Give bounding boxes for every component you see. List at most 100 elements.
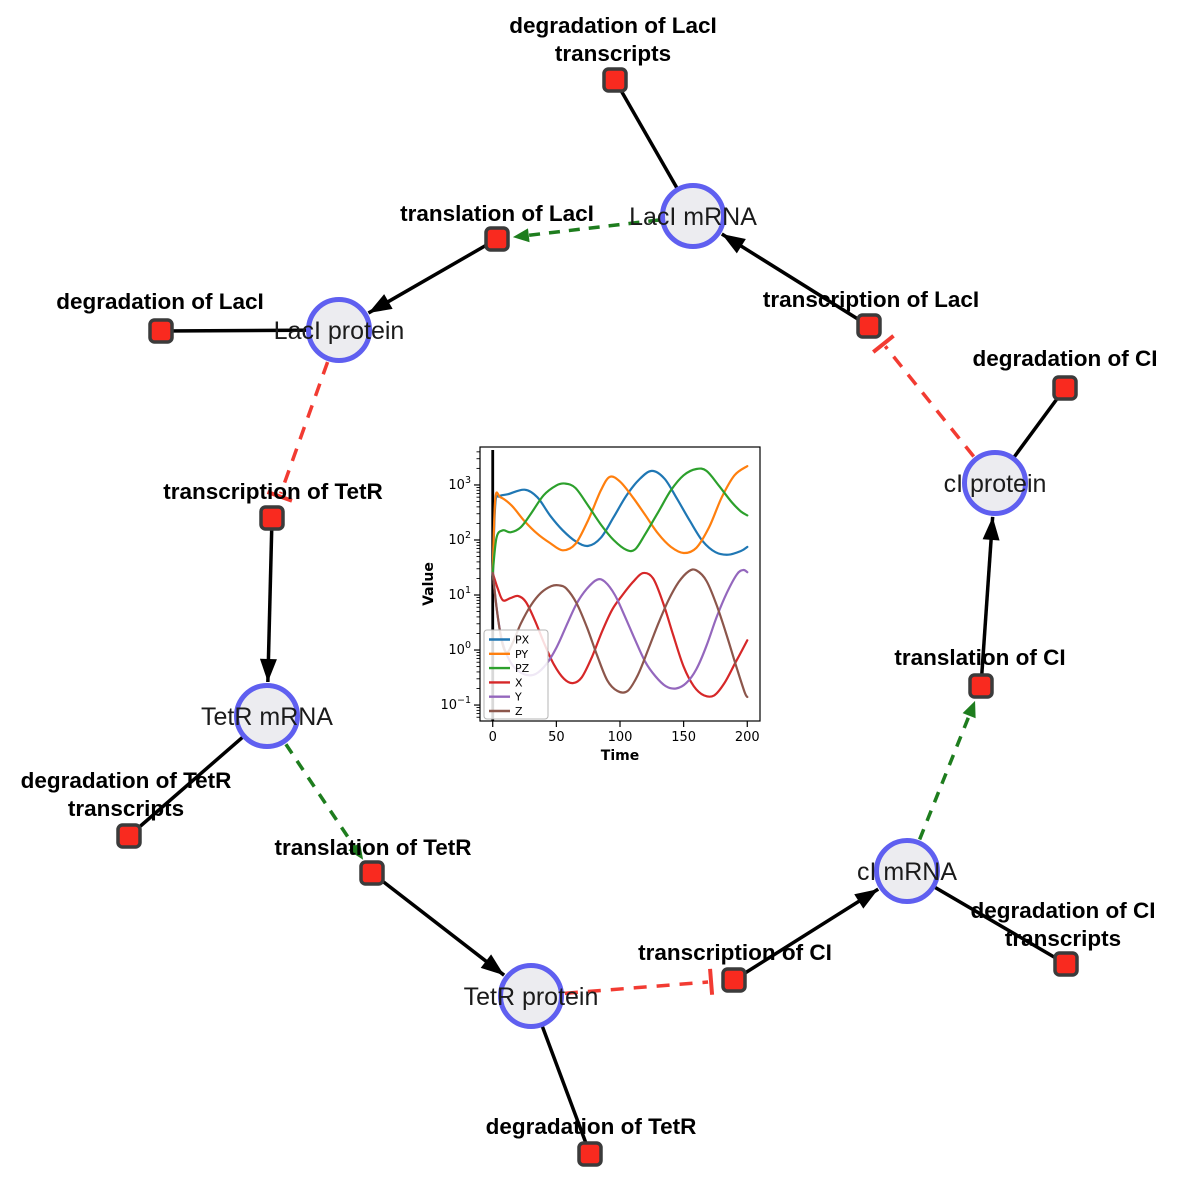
x-axis-tick-label: 0 [489,730,497,745]
edge-inhibition-ci-protein-to-transcription-laci-tbar-icon [872,334,895,354]
reaction-label-transcription-tetr: transcription of TetR [163,479,383,504]
reaction-node-deg-tetr[interactable] [577,1141,603,1167]
x-axis-tick-label: 200 [735,730,760,745]
edge-production-translation-laci-to-laci-protein-arrowhead-icon [368,294,393,314]
reaction-label-line: degradation of LacI [56,289,264,314]
reaction-label-line: translation of CI [894,645,1065,670]
reaction-label-line: degradation of LacI [509,13,717,38]
species-label-tetr-mrna: TetR mRNA [201,703,333,731]
nodes-layer [116,67,1079,1167]
species-label-text: LacI mRNA [629,203,757,231]
reaction-node-translation-tetr[interactable] [359,860,385,886]
species-node-tetr-protein[interactable] [498,963,564,1029]
species-node-ci-mrna[interactable] [874,838,940,904]
edge-catalysis-tetr-mrna-to-translation-tetr-arrowhead-icon [348,842,364,860]
reaction-label-deg-laci: degradation of LacI [56,289,264,314]
edge-production-transcription-tetr-to-tetr-mrna-arrowhead-icon [259,658,277,683]
edge-production-translation-tetr-to-tetr-protein [370,871,506,977]
reaction-label-line: transcripts [1005,926,1121,951]
reaction-node-deg-ci[interactable] [1052,375,1078,401]
edge-inhibition-laci-protein-to-transcription-tetr-tbar-icon [266,490,293,503]
y-axis-tick-label: 10−1 [440,695,471,713]
species-node-tetr-mrna[interactable] [234,683,300,749]
reaction-node-transcription-ci[interactable] [721,967,747,993]
reaction-label-line: transcription of TetR [163,479,383,504]
edge-catalysis-laci-mrna-to-translation-laci-arrowhead-icon [512,228,530,243]
x-axis-tick-label: 150 [671,730,696,745]
species-node-laci-protein[interactable] [306,297,372,363]
reaction-label-line: transcription of CI [638,940,832,965]
reaction-label-line: transcripts [555,41,671,66]
series-line-PX [491,469,749,575]
reaction-node-deg-ci-transcripts[interactable] [1053,951,1079,977]
x-axis-title: Time [601,748,639,764]
reaction-node-transcription-tetr[interactable] [259,505,285,531]
x-axis-tick-label: 100 [608,730,633,745]
reaction-label-line: transcripts [68,796,184,821]
reaction-label-deg-tetr-transcripts: degradation of TetR transcripts [21,768,232,821]
edge-catalysis-laci-mrna-to-translation-laci [524,218,660,238]
edge-production-transcription-laci-to-laci-mrna [720,232,870,328]
species-label-text: cI mRNA [857,858,957,886]
legend-label-Z: Z [515,705,523,718]
legend-label-X: X [515,676,523,689]
species-label-text: LacI protein [274,317,405,345]
series-line-PY [491,465,749,575]
reaction-label-transcription-ci: transcription of CI [638,940,832,965]
edge-inhibition-tetr-protein-to-transcription-ci [564,980,709,996]
reaction-label-line: degradation of CI [971,898,1156,923]
species-label-ci-protein: cI protein [944,470,1047,498]
y-axis-tick-label: 103 [448,475,471,493]
edge-production-translation-ci-to-ci-protein-arrowhead-icon [982,516,1000,541]
x-axis-tick-label: 50 [548,730,565,745]
edge-production-translation-tetr-to-tetr-protein-arrowhead-icon [480,954,505,976]
y-axis-tick-label: 102 [448,530,471,548]
reaction-label-line: degradation of TetR [21,768,232,793]
legend-label-PX: PX [515,634,530,647]
edge-catalysis-tetr-mrna-to-translation-tetr [284,743,358,851]
reaction-label-line: degradation of CI [973,346,1158,371]
species-label-text: TetR mRNA [201,703,333,731]
reaction-label-deg-laci-transcripts: degradation of LacI transcripts [509,13,717,66]
y-axis-tick-label: 100 [448,640,471,658]
labels-layer: degradation of LacI transcripts translatio… [21,13,1158,1139]
reaction-label-deg-tetr: degradation of TetR [486,1114,697,1139]
reaction-label-line: translation of TetR [274,835,471,860]
species-node-ci-protein[interactable] [962,450,1028,516]
species-label-ci-mrna: cI mRNA [857,858,957,886]
chart-series-group [491,450,749,721]
reaction-node-translation-laci[interactable] [484,226,510,252]
edge-production-transcription-ci-to-ci-mrna-arrowhead-icon [854,889,879,909]
edge-production-transcription-tetr-to-tetr-mrna [266,517,274,683]
reaction-label-deg-ci: degradation of CI [973,346,1158,371]
edge-inhibition-ci-protein-to-transcription-laci [883,345,976,458]
reaction-node-deg-laci-transcripts[interactable] [602,67,628,93]
edge-production-transcription-ci-to-ci-mrna [733,887,880,982]
edge-catalysis-ci-mrna-to-translation-ci-arrowhead-icon [962,700,976,719]
reaction-node-transcription-laci[interactable] [856,313,882,339]
series-line-X [491,571,749,698]
series-line-Z [491,568,749,699]
reaction-node-translation-ci[interactable] [968,673,994,699]
reaction-label-transcription-laci: transcription of LacI [763,287,979,312]
reaction-node-deg-laci[interactable] [148,318,174,344]
reaction-node-deg-tetr-transcripts[interactable] [116,823,142,849]
reaction-label-line: transcription of LacI [763,287,979,312]
reaction-label-translation-laci: translation of LacI [400,201,594,226]
y-axis-tick-label: 101 [448,585,471,603]
species-label-laci-mrna: LacI mRNA [629,203,757,231]
species-label-text: TetR protein [464,983,599,1011]
edge-production-translation-laci-to-laci-protein [367,237,498,315]
reaction-label-deg-ci-transcripts: degradation of CI transcripts [971,898,1156,951]
edge-catalysis-ci-mrna-to-translation-ci [918,711,973,841]
legend-label-Y: Y [514,691,522,704]
reaction-label-line: degradation of TetR [486,1114,697,1139]
species-node-laci-mrna[interactable] [660,183,726,249]
species-label-text: cI protein [944,470,1047,498]
series-line-PZ [491,467,749,575]
edge-production-transcription-laci-to-laci-mrna-arrowhead-icon [721,234,746,254]
edge-production-translation-ci-to-ci-protein [979,516,995,687]
